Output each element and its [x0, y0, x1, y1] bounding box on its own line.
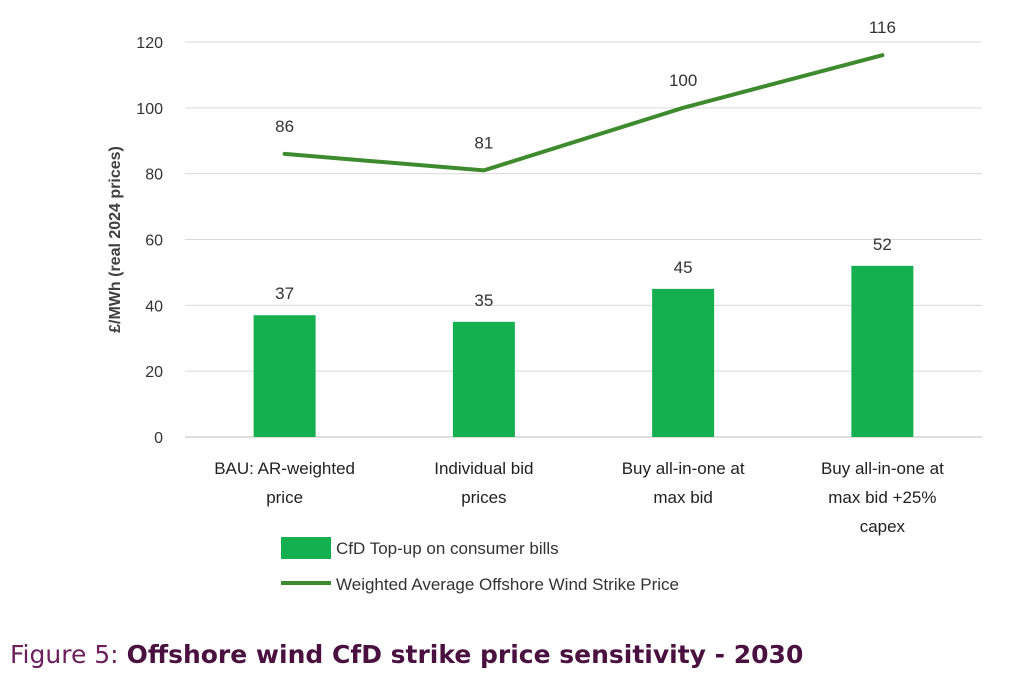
y-tick-label: 0: [154, 430, 163, 447]
data-labels: 37 35 45 52 86 81 100 116: [275, 18, 896, 310]
caption-title: Offshore wind CfD strike price sensitivi…: [126, 640, 804, 669]
bar-data-label: 37: [275, 284, 294, 303]
bar-data-label: 52: [873, 235, 892, 254]
category-label: BAU: AR-weighted price: [214, 459, 355, 507]
y-tick-label: 20: [145, 364, 163, 381]
y-tick-label: 40: [145, 298, 163, 315]
chart: 0 20 40 60 80 100 120 £/MWh (real 2024 prices)…: [107, 18, 982, 594]
category-label: Buy all-in-one at max bid +25% capex: [821, 459, 944, 536]
line-data-label: 86: [275, 117, 294, 136]
line-data-label: 100: [669, 71, 697, 90]
bar-data-label: 35: [474, 291, 493, 310]
line-data-label: 116: [869, 18, 896, 37]
legend-label-bar: CfD Top-up on consumer bills: [336, 539, 559, 558]
category-label: Individual bid prices: [434, 459, 533, 507]
bar: [652, 288, 715, 437]
bar: [452, 321, 515, 437]
caption-prefix: Figure 5:: [10, 640, 119, 669]
y-tick-labels: 0 20 40 60 80 100 120: [136, 35, 163, 447]
figure-caption: Figure 5: Offshore wind CfD strike price…: [10, 640, 803, 669]
bar: [253, 315, 316, 437]
bar: [851, 265, 914, 437]
line-series: [282, 53, 885, 173]
y-tick-label: 100: [136, 101, 163, 118]
y-tick-label: 60: [145, 233, 163, 250]
grid-lines: [185, 41, 982, 438]
line-series-path: [282, 53, 885, 173]
y-tick-label: 120: [136, 35, 163, 52]
bar-data-label: 45: [674, 258, 693, 277]
category-label: Buy all-in-one at max bid: [622, 459, 745, 507]
bars: [253, 265, 914, 437]
legend-label-line: Weighted Average Offshore Wind Strike Pr…: [336, 575, 679, 594]
legend: CfD Top-up on consumer bills Weighted Av…: [281, 537, 679, 594]
y-axis-label: £/MWh (real 2024 prices): [107, 146, 124, 333]
y-tick-label: 80: [145, 167, 163, 184]
legend-swatch-bar: [281, 537, 331, 559]
category-labels: BAU: AR-weighted price Individual bid price…: [214, 459, 944, 536]
line-data-label: 81: [474, 133, 493, 152]
